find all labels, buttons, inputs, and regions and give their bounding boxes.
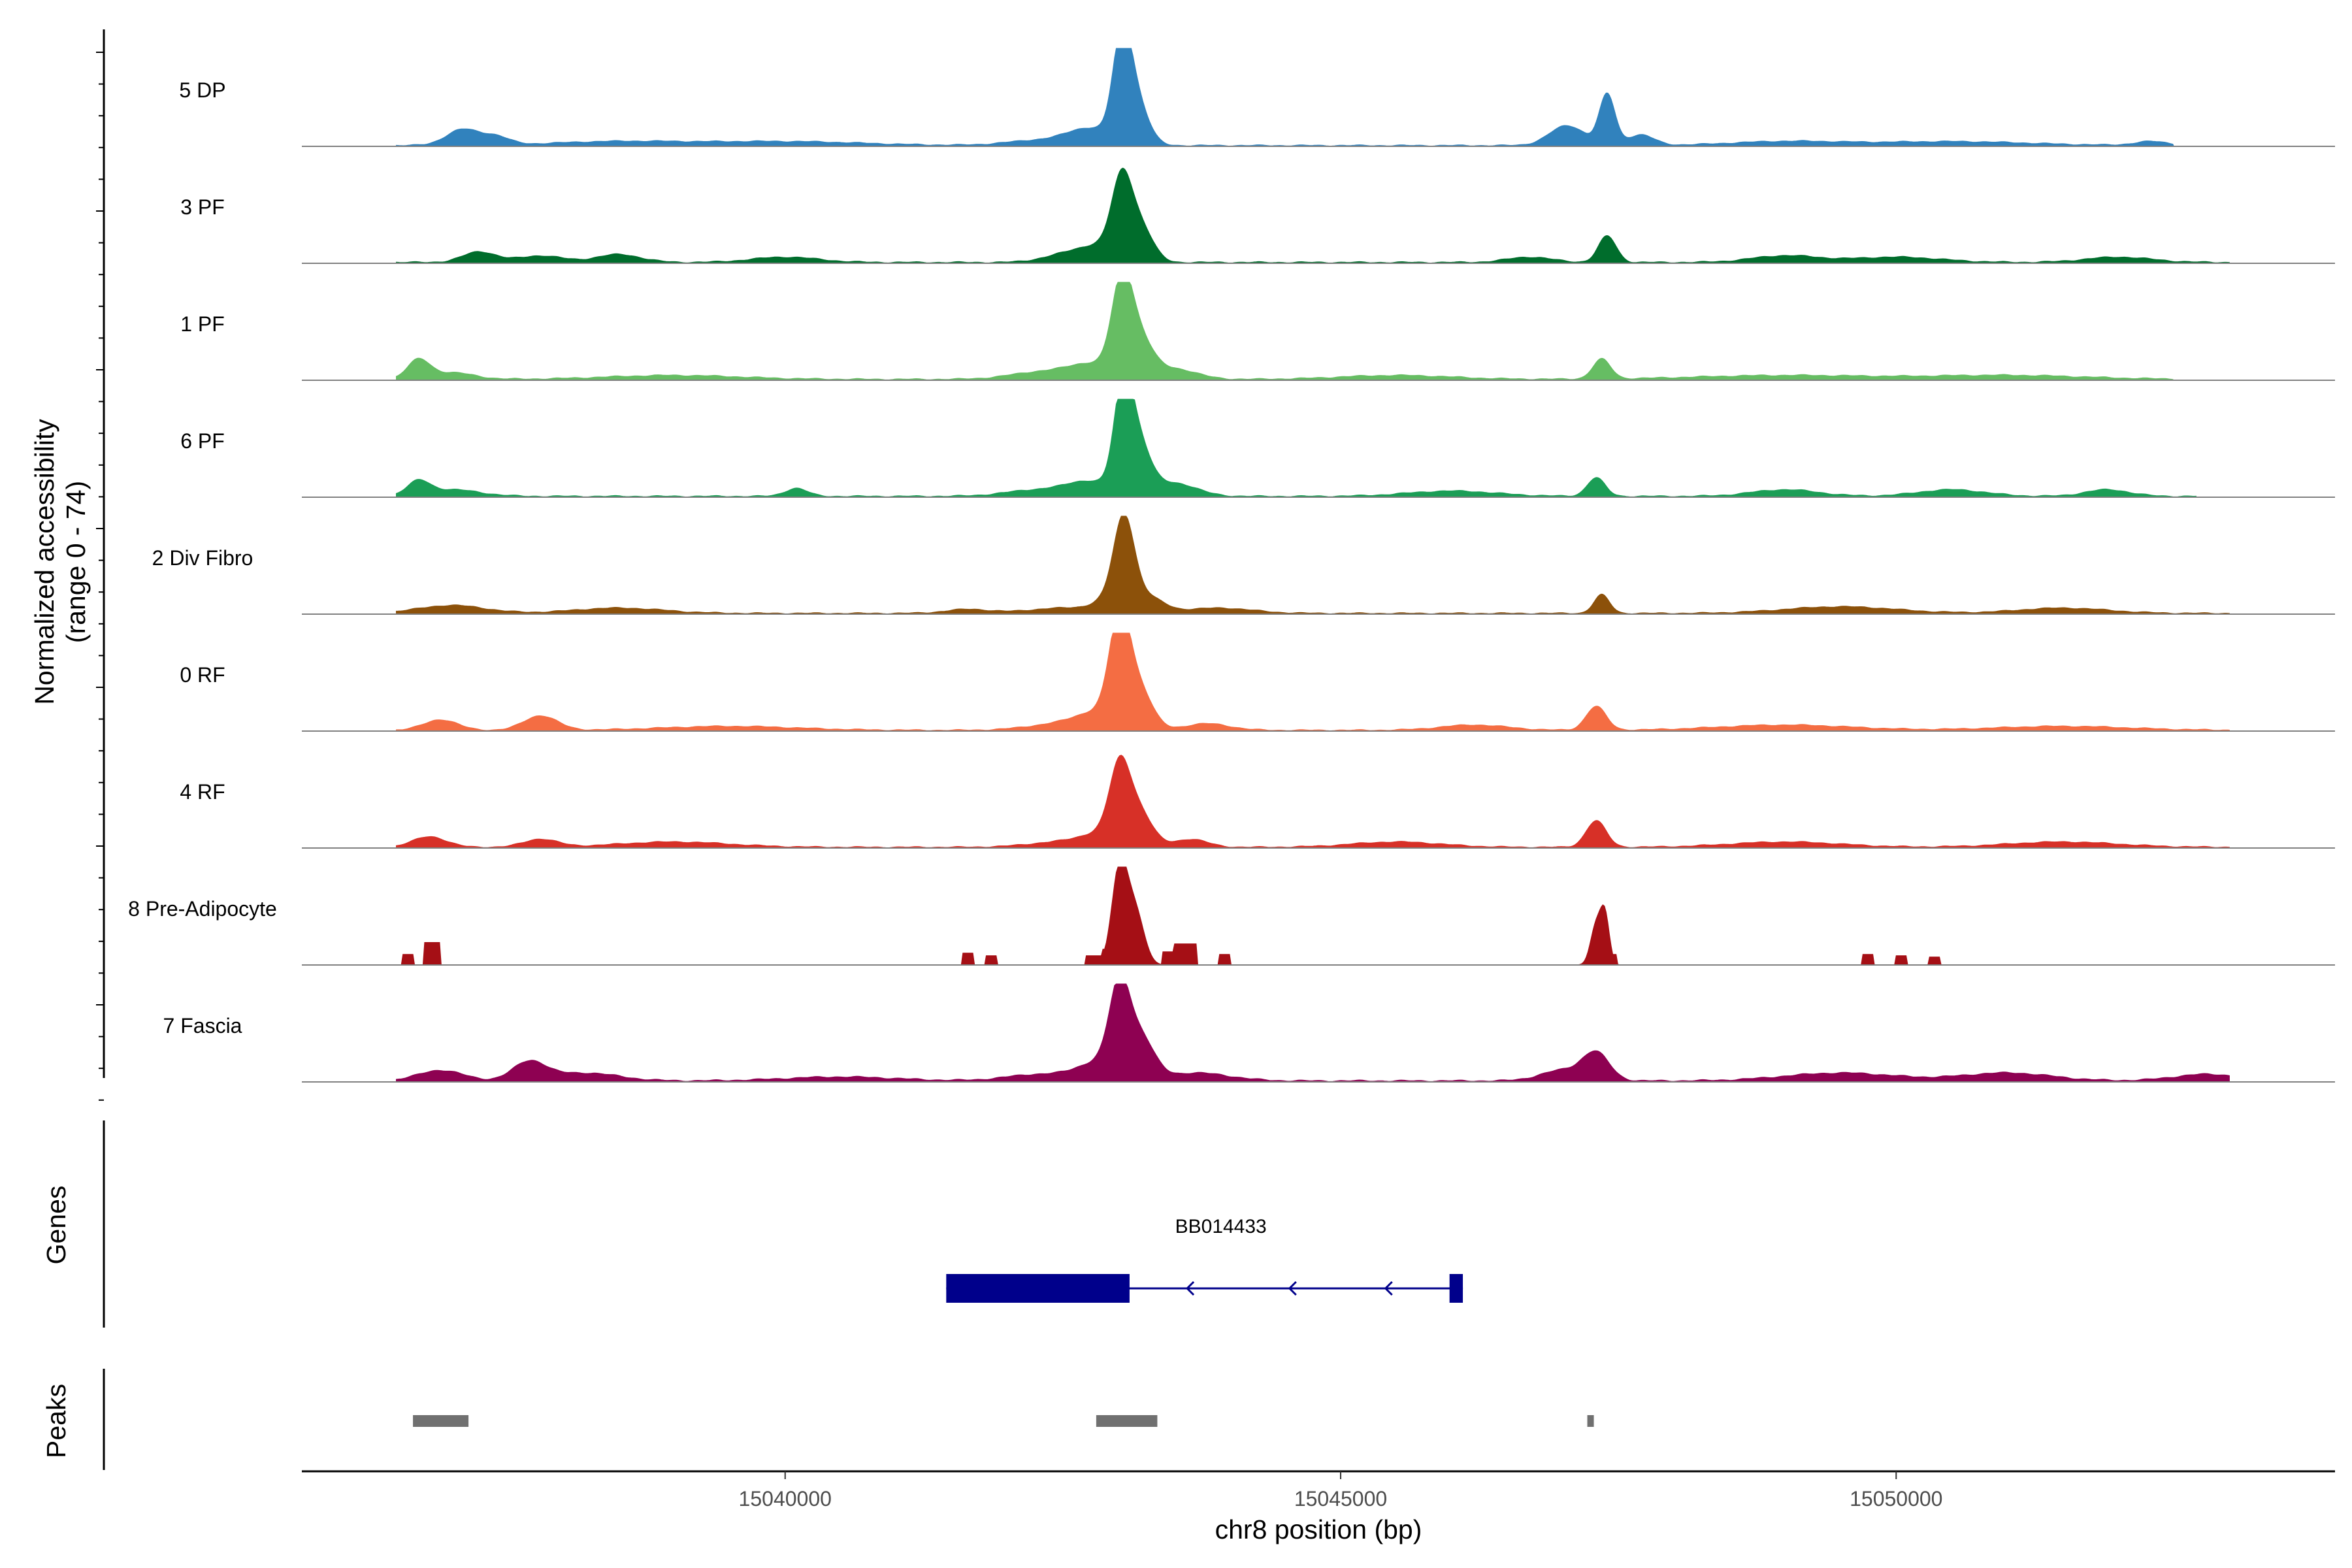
peak-region [413,1415,469,1427]
x-axis-title: chr8 position (bp) [1215,1514,1422,1544]
track-1-pf: 1 PF [180,282,2335,381]
track-label-2-div-fibro: 2 Div Fibro [152,546,253,570]
coverage-area-5-dp [396,48,2175,147]
strand-arrow [1288,1281,1297,1296]
coverage-area-6-pf [396,399,2197,498]
coverage-area-2-div-fibro [396,515,2230,615]
x-tick-label: 15050000 [1850,1487,1942,1511]
x-tick-label: 15045000 [1294,1487,1387,1511]
coverage-area-7-fascia [396,983,2230,1083]
x-tick-label: 15040000 [739,1487,832,1511]
track-label-1-pf: 1 PF [180,312,225,336]
y-axis-title-line1: Normalized accessibility [29,419,59,705]
coverage-area-1-pf [396,282,2175,381]
track-label-5-dp: 5 DP [179,78,225,102]
peaks-track-label: Peaks [41,1384,71,1458]
gene-exon [946,1274,1130,1303]
peak-region [1587,1415,1594,1427]
coverage-area-8-pre-adipocyte [396,866,2230,966]
coverage-tracks: 5 DP 3 PF 1 PF 6 PF 2 Div Fibro 0 RF 4 RF 8 Pre… [128,48,2335,1083]
gene-exon [1449,1274,1463,1303]
peak-track [413,1415,1594,1427]
track-6-pf: 6 PF [180,399,2335,498]
coverage-y-ticks [96,52,104,1101]
track-4-rf: 4 RF [180,755,2335,849]
track-label-8-pre-adipocyte: 8 Pre-Adipocyte [128,897,277,921]
track-5-dp: 5 DP [179,48,2335,147]
track-label-0-rf: 0 RF [180,663,225,687]
genes-track-label: Genes [41,1186,71,1265]
coverage-area-0-rf [396,632,2230,732]
x-axis-ticks: 15040000 15045000 15050000 [739,1471,1942,1511]
strand-arrow [1384,1281,1393,1296]
coverage-area-3-pf [396,167,2230,264]
coverage-area-4-rf [396,755,2230,849]
track-label-3-pf: 3 PF [180,195,225,219]
gene-name-label: BB014433 [1175,1216,1267,1237]
strand-arrow [1185,1281,1195,1296]
gene-track: BB014433 [946,1216,1463,1303]
track-label-4-rf: 4 RF [180,780,225,804]
track-label-7-fascia: 7 Fascia [163,1014,242,1037]
y-axis-title-line2: (range 0 - 74) [61,481,91,643]
y-axis-title: Normalized accessibility (range 0 - 74) [29,419,91,705]
track-8-pre-adipocyte: 8 Pre-Adipocyte [128,866,2335,966]
track-7-fascia: 7 Fascia [163,983,2335,1083]
track-0-rf: 0 RF [180,632,2335,732]
track-label-6-pf: 6 PF [180,429,225,453]
track-2-div-fibro: 2 Div Fibro [152,515,2335,615]
peak-region [1096,1415,1158,1427]
track-3-pf: 3 PF [180,167,2335,264]
